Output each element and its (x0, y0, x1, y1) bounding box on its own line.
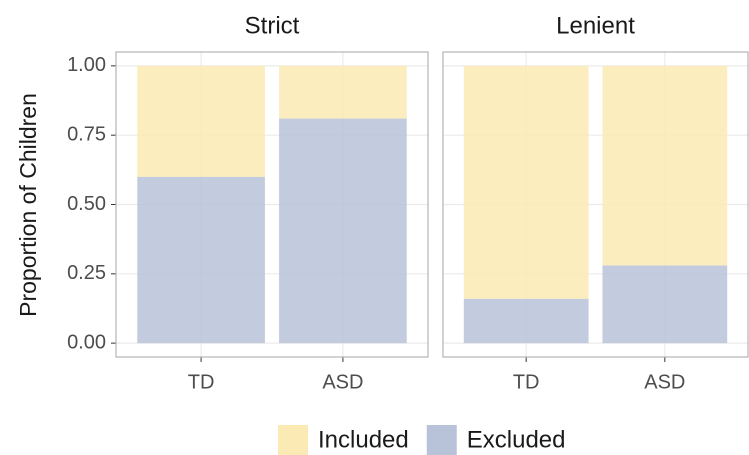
bar-segment (137, 65, 265, 177)
panel-border (442, 51, 749, 358)
bar-segment (463, 298, 589, 344)
bar-segment (279, 65, 407, 119)
x-tick-label: TD (513, 371, 540, 393)
x-tick-label: TD (188, 371, 215, 393)
bar-segment (602, 65, 728, 266)
bar-segment (137, 176, 265, 344)
x-tick-label: ASD (644, 371, 685, 393)
y-tick-label: 0.25 (67, 262, 106, 284)
y-tick-label: 1.00 (67, 54, 106, 76)
y-tick-label: 0.50 (67, 193, 106, 215)
panel-title: Strict (245, 12, 300, 39)
x-tick-label: ASD (322, 371, 363, 393)
legend-swatch (426, 425, 457, 455)
bar-segment (602, 265, 728, 344)
y-tick-label: 0.75 (67, 123, 106, 145)
legend-label: Excluded (467, 426, 566, 453)
y-axis-label: Proportion of Children (15, 93, 41, 317)
legend-label: Included (318, 426, 409, 453)
bar-segment (279, 118, 407, 344)
y-tick-label: 0.00 (67, 331, 106, 353)
panel-border (115, 51, 429, 358)
legend-swatch (278, 425, 308, 455)
panel-title: Lenient (556, 12, 635, 39)
bar-segment (463, 65, 589, 299)
